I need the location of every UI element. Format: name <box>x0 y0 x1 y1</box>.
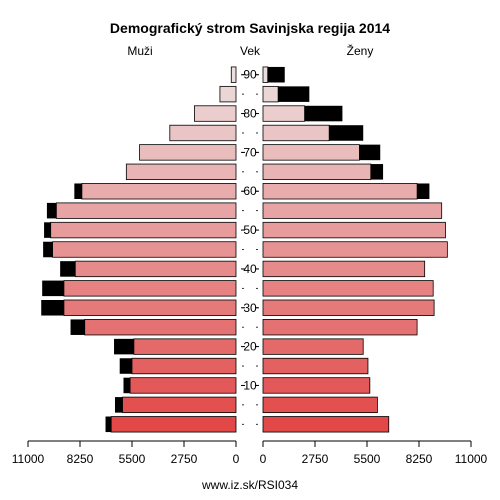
female-bar-20-24 <box>262 338 364 355</box>
age-tick-label-40: 40 <box>243 262 257 276</box>
male-bar-90+ <box>230 66 237 83</box>
left-x-tick-label-11000: 11000 <box>12 452 45 466</box>
male-bar-0-4 <box>110 416 237 433</box>
female-bar-35-39 <box>262 280 434 297</box>
male-bar-20-24 <box>133 338 237 355</box>
female-excess-bar-60-64 <box>417 183 430 200</box>
male-excess-bar-15-19 <box>119 358 132 374</box>
female-bar-60-64 <box>262 183 418 200</box>
male-excess-bar-5-9 <box>114 397 123 413</box>
female-bar-5-9 <box>262 396 378 414</box>
male-bar-65-69 <box>125 163 237 180</box>
female-excess-bar-85-89 <box>278 86 310 102</box>
male-bar-15-19 <box>131 357 237 375</box>
male-bar-85-89 <box>219 85 237 103</box>
left-x-tick-label-8250: 8250 <box>67 452 94 466</box>
value-axis: 11000 8250 5500 2750 0 0 2750 5500 8250 11000 <box>12 440 488 466</box>
age-tick-label-10: 10 <box>243 378 257 392</box>
female-bar-25-29 <box>262 319 418 336</box>
female-excess-bar-80-84 <box>304 105 343 122</box>
male-excess-bar-60-64 <box>74 183 82 200</box>
male-excess-bar-25-29 <box>70 319 85 335</box>
female-bar-55-59 <box>262 202 443 219</box>
male-excess-bar-35-39 <box>42 280 64 297</box>
female-excess-bar-65-69 <box>370 164 384 180</box>
source-label[interactable]: www.iz.sk/RSI034 <box>201 478 298 492</box>
age-tick-label-60: 60 <box>243 184 257 198</box>
male-bar-75-79 <box>169 124 237 142</box>
left-x-tick-label-2750: 2750 <box>171 452 198 466</box>
male-excess-bar-40-44 <box>60 261 76 277</box>
female-bar-10-14 <box>262 377 371 394</box>
male-excess-bar-10-14 <box>123 377 131 394</box>
right-x-tick-label-5500: 5500 <box>354 452 381 466</box>
male-bar-60-64 <box>81 183 237 200</box>
chart-title: Demografický strom Savinjska regija 2014 <box>110 20 390 36</box>
right-x-tick-label-0: 0 <box>260 452 267 466</box>
age-tick-label-30: 30 <box>243 301 257 315</box>
female-bar-40-44 <box>262 260 426 278</box>
male-bar-50-54 <box>50 221 237 239</box>
age-tick-label-50: 50 <box>243 223 257 237</box>
center-axis-label: Vek <box>240 44 261 58</box>
right-x-tick-label-11000: 11000 <box>455 452 488 466</box>
female-excess-bar-75-79 <box>329 125 364 141</box>
age-tick-label-70: 70 <box>243 145 257 159</box>
male-bar-40-44 <box>74 260 237 278</box>
male-bar-45-49 <box>52 241 237 258</box>
female-bar-65-69 <box>262 163 372 180</box>
female-bar-90+ <box>262 66 269 83</box>
right-panel-label: Ženy <box>347 43 374 58</box>
left-panel-label: Muži <box>127 44 152 58</box>
female-bar-85-89 <box>262 85 279 103</box>
bars-group <box>41 66 448 433</box>
age-tick-label-80: 80 <box>243 107 257 121</box>
male-excess-bar-20-24 <box>114 338 134 355</box>
male-bar-80-84 <box>193 105 237 122</box>
male-bar-30-34 <box>63 299 237 316</box>
age-axis: 10 20 30 40 50 60 70 80 90 <box>241 68 259 425</box>
female-bar-75-79 <box>262 124 330 142</box>
male-excess-bar-0-4 <box>105 416 112 433</box>
male-bar-5-9 <box>122 396 237 414</box>
male-bar-35-39 <box>63 280 237 297</box>
male-bar-55-59 <box>55 202 237 219</box>
right-x-tick-label-8250: 8250 <box>406 452 433 466</box>
female-excess-bar-90+ <box>267 66 285 83</box>
male-bar-25-29 <box>84 319 237 336</box>
male-excess-bar-50-54 <box>44 222 51 238</box>
female-bar-50-54 <box>262 221 446 239</box>
female-bar-80-84 <box>262 105 305 122</box>
male-excess-bar-45-49 <box>43 241 53 258</box>
right-x-tick-label-2750: 2750 <box>302 452 329 466</box>
male-bar-70-74 <box>139 144 237 161</box>
age-tick-label-20: 20 <box>243 340 257 354</box>
female-bar-70-74 <box>262 144 360 161</box>
age-tick-label-90: 90 <box>243 68 257 82</box>
female-excess-bar-70-74 <box>359 144 381 161</box>
female-bar-30-34 <box>262 299 435 316</box>
male-excess-bar-30-34 <box>41 299 64 316</box>
left-x-tick-label-0: 0 <box>233 452 240 466</box>
left-x-tick-label-5500: 5500 <box>119 452 146 466</box>
male-excess-bar-55-59 <box>46 202 57 219</box>
female-bar-0-4 <box>262 416 390 433</box>
female-bar-15-19 <box>262 357 369 375</box>
female-bar-45-49 <box>262 241 448 258</box>
male-bar-10-14 <box>129 377 237 394</box>
